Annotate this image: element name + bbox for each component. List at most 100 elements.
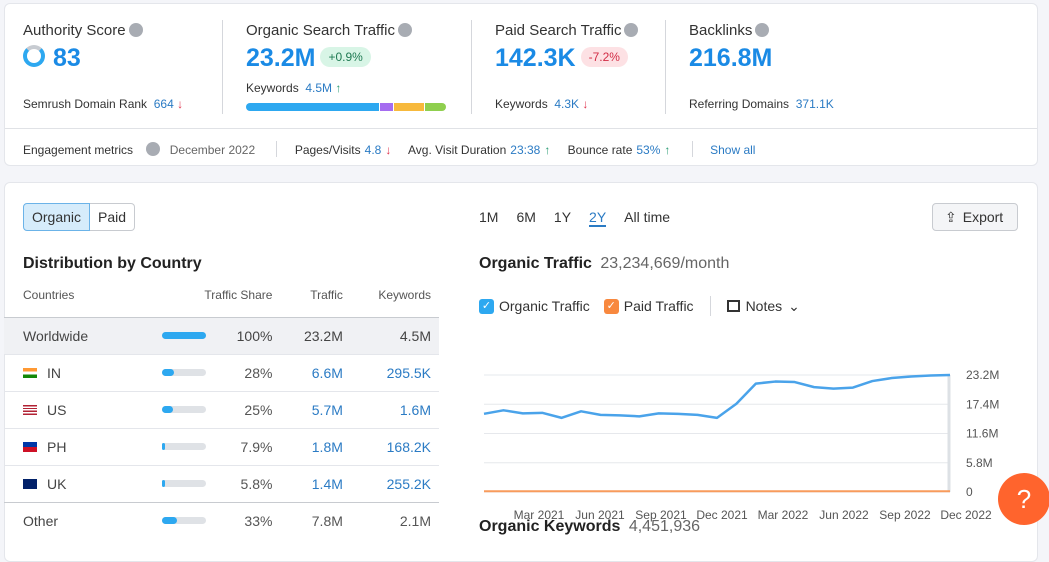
globe-icon[interactable] <box>128 23 143 37</box>
traffic-value[interactable]: 1.4M <box>280 464 351 502</box>
change-badge: +0.9% <box>320 47 371 67</box>
table-row[interactable]: IN 28% 6.6M 295.5K <box>4 353 439 391</box>
country-table: Countries Traffic Share Traffic Keywords Wo… <box>4 283 439 539</box>
country-name: Other <box>23 512 59 529</box>
divider <box>709 296 711 316</box>
main-card: Organic Paid Distribution by Country Cou… <box>4 182 1038 562</box>
traffic-value: 23.2M <box>280 316 351 354</box>
table-row[interactable]: Worldwide 100% 23.2M 4.5M <box>4 316 439 354</box>
column-header: Keywords <box>378 287 431 302</box>
keywords-value[interactable]: 4.3K <box>554 97 580 111</box>
keywords-value: 4.5M <box>350 316 439 354</box>
period-6m[interactable]: 6M <box>516 209 536 225</box>
paid-label: Paid Search Traffic <box>495 22 622 39</box>
paid-toggle[interactable]: Paid <box>90 203 136 231</box>
country-name: PH <box>47 438 67 455</box>
export-button[interactable]: ⇪ Export <box>932 203 1018 231</box>
authority-label: Authority Score <box>23 22 126 39</box>
rank-value[interactable]: 664 <box>153 97 174 111</box>
table-row[interactable]: US 25% 5.7M 1.6M <box>4 390 439 428</box>
notes-dropdown[interactable]: Notes <box>745 298 783 314</box>
country-name: IN <box>47 364 61 381</box>
keywords-label: Keywords <box>246 81 299 95</box>
organic-traffic-chart: 0 5.8M 11.6M 17.4M 23.2M Mar 2021 Jun 2021 Sep … <box>483 368 999 522</box>
keywords-value[interactable]: 1.6M <box>350 390 439 428</box>
traffic-value: 7.8M <box>280 501 351 539</box>
keywords-section-title: Organic Keywords 4,451,936 <box>479 518 700 536</box>
share-bar <box>162 331 206 339</box>
column-header: Traffic <box>310 287 343 302</box>
period-2y[interactable]: 2Y <box>589 209 607 227</box>
distribution-title: Distribution by Country <box>23 255 202 272</box>
arrow-up-icon: ↑ <box>664 143 671 157</box>
table-row[interactable]: PH 7.9% 1.8M 168.2K <box>4 427 439 465</box>
notes-icon <box>726 300 740 312</box>
traffic-value[interactable]: 6.6M <box>280 353 351 391</box>
y-tick-label: 5.8M <box>966 456 993 470</box>
keywords-value[interactable]: 4.5M <box>305 81 333 95</box>
change-badge: -7.2% <box>580 47 628 67</box>
chart-legend: ✓ Organic Traffic ✓ Paid Traffic Notes ⌄ <box>479 296 800 316</box>
checkbox-checked-icon[interactable]: ✓ <box>603 298 619 314</box>
x-tick-label: Mar 2021 <box>514 508 565 522</box>
export-label: Export <box>962 209 1004 225</box>
help-button[interactable]: ? <box>998 473 1049 525</box>
keywords-value[interactable]: 168.2K <box>350 427 439 465</box>
y-tick-label: 0 <box>966 485 973 499</box>
period-1y[interactable]: 1Y <box>553 209 572 225</box>
duration-value: 23:38 <box>510 143 541 157</box>
bounce-label: Bounce rate <box>567 143 633 157</box>
upload-icon: ⇪ <box>945 209 957 225</box>
rank-label: Semrush Domain Rank <box>23 97 148 111</box>
flag-us-icon <box>23 404 37 415</box>
checkbox-checked-icon[interactable]: ✓ <box>479 298 494 314</box>
globe-icon[interactable] <box>146 142 161 156</box>
ref-domains-label: Referring Domains <box>689 97 790 111</box>
keywords-value[interactable]: 255.2K <box>350 464 439 502</box>
organic-toggle[interactable]: Organic <box>23 203 91 231</box>
keyword-distribution-bar <box>246 103 446 111</box>
x-tick-label: Mar 2022 <box>758 508 809 522</box>
paid-value[interactable]: 142.3K <box>495 44 576 72</box>
backlinks-value[interactable]: 216.8M <box>689 44 773 72</box>
chart-title: Organic Traffic <box>479 255 592 272</box>
series-line <box>483 373 951 420</box>
bounce-value: 53% <box>636 143 661 157</box>
x-tick-label: Dec 2021 <box>696 508 748 522</box>
table-row[interactable]: Other 33% 7.8M 2.1M <box>4 501 439 539</box>
y-tick-label: 17.4M <box>966 397 999 411</box>
keywords-value[interactable]: 295.5K <box>350 353 439 391</box>
arrow-down-icon: ↓ <box>582 97 589 111</box>
arrow-up-icon: ↑ <box>335 81 342 95</box>
flag-ph-icon <box>23 441 37 452</box>
authority-value: 83 <box>53 44 81 72</box>
flag-in-icon <box>23 367 37 378</box>
y-tick-label: 23.2M <box>966 368 999 382</box>
divider <box>665 20 666 114</box>
period-selector: 1M 6M 1Y 2Y All time <box>479 209 670 227</box>
traffic-value[interactable]: 5.7M <box>280 390 351 428</box>
globe-icon[interactable] <box>755 23 770 37</box>
table-row[interactable]: UK 5.8% 1.4M 255.2K <box>4 464 439 502</box>
globe-icon[interactable] <box>624 23 639 37</box>
pages-label: Pages/Visits <box>294 143 361 157</box>
period-1m[interactable]: 1M <box>479 209 499 225</box>
share-bar <box>162 442 206 450</box>
ref-domains-value[interactable]: 371.1K <box>795 97 834 111</box>
share-bar <box>162 405 206 413</box>
keywords-title: Organic Keywords <box>479 518 621 535</box>
arrow-up-icon: ↑ <box>544 143 551 157</box>
organic-value[interactable]: 23.2M <box>246 44 316 72</box>
legend-organic[interactable]: Organic Traffic <box>499 298 590 314</box>
legend-paid[interactable]: Paid Traffic <box>623 298 694 314</box>
show-all-link[interactable]: Show all <box>710 143 756 157</box>
x-tick-label: Dec 2022 <box>940 508 992 522</box>
engagement-label: Engagement metrics <box>23 143 134 157</box>
traffic-value[interactable]: 1.8M <box>280 427 351 465</box>
share-value: 5.8% <box>214 464 281 502</box>
duration-label: Avg. Visit Duration <box>408 143 507 157</box>
globe-icon[interactable] <box>397 23 412 37</box>
share-bar <box>162 516 206 524</box>
traffic-type-toggle: Organic Paid <box>23 203 136 231</box>
period-all-time[interactable]: All time <box>624 209 671 225</box>
